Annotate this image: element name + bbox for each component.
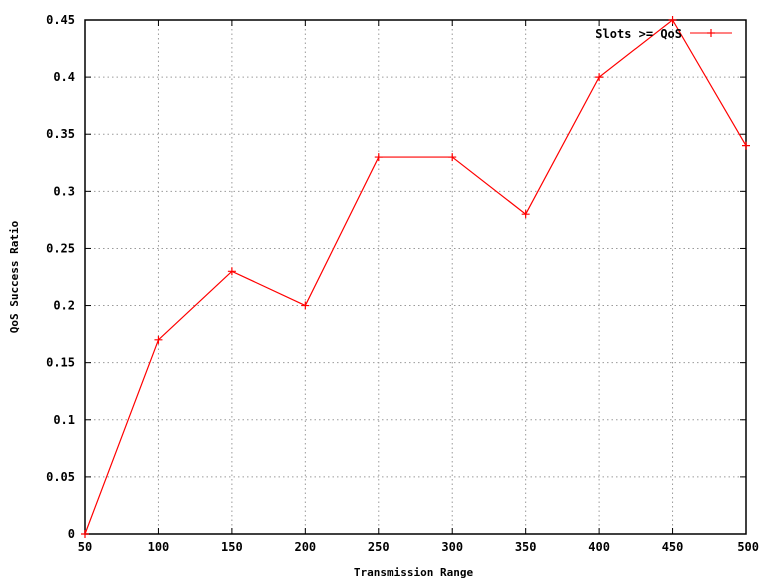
x-tick-label: 300 bbox=[441, 540, 463, 554]
y-tick-label: 0 bbox=[68, 527, 75, 541]
grid bbox=[85, 20, 746, 534]
data-point bbox=[81, 530, 89, 538]
series-layer bbox=[81, 16, 750, 538]
data-point bbox=[668, 16, 677, 24]
y-tick-label: 0.35 bbox=[46, 127, 75, 141]
x-tick-label: 50 bbox=[78, 540, 92, 554]
x-tick-label: 100 bbox=[148, 540, 170, 554]
ticks: 50 100 150 200 250 300 350 400 450 500 0 0.05 0.1 0.1… bbox=[46, 13, 759, 554]
legend: Slots >= QoS bbox=[595, 27, 732, 41]
y-tick-label: 0.1 bbox=[53, 413, 75, 427]
legend-marker-plus bbox=[707, 29, 715, 37]
legend-marker bbox=[707, 29, 715, 37]
y-tick-label: 0.25 bbox=[46, 241, 75, 255]
data-point bbox=[301, 301, 310, 310]
x-tick-label: 250 bbox=[368, 540, 390, 554]
y-tick-label: 0.3 bbox=[53, 184, 75, 198]
y-tick-label: 0.05 bbox=[46, 470, 75, 484]
x-tick-label: 150 bbox=[221, 540, 243, 554]
data-point bbox=[595, 73, 604, 82]
data-point bbox=[374, 153, 383, 162]
x-tick-label: 500 bbox=[737, 540, 759, 554]
x-tick-label: 200 bbox=[294, 540, 316, 554]
y-tick-label: 0.2 bbox=[53, 299, 75, 313]
series-line bbox=[84, 19, 747, 535]
data-point bbox=[742, 141, 750, 150]
y-tick-label: 0.45 bbox=[46, 13, 75, 27]
x-axis-title: Transmission Range bbox=[354, 566, 474, 579]
x-tick-label: 450 bbox=[662, 540, 684, 554]
plot-frame bbox=[84, 19, 747, 535]
data-point bbox=[448, 153, 457, 162]
y-tick-label: 0.4 bbox=[53, 70, 75, 84]
data-point bbox=[227, 267, 236, 276]
y-axis-title: QoS Success Ratio bbox=[8, 220, 21, 333]
legend-label: Slots >= QoS bbox=[595, 27, 682, 41]
x-tick-label: 350 bbox=[515, 540, 537, 554]
data-point bbox=[521, 210, 530, 219]
data-point bbox=[154, 335, 163, 344]
y-tick-label: 0.15 bbox=[46, 356, 75, 370]
x-tick-label: 400 bbox=[588, 540, 610, 554]
